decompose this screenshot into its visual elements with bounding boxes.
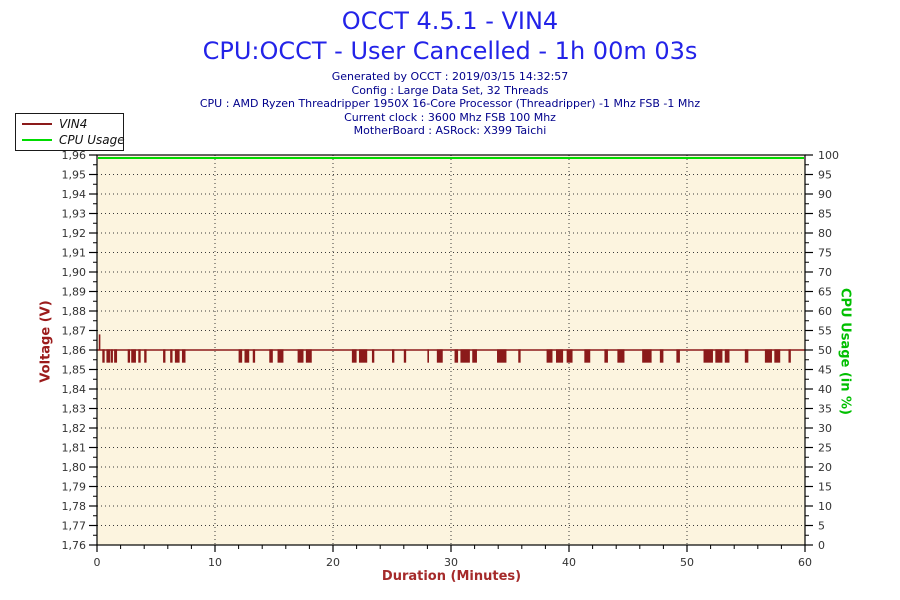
legend-item-cpu-usage: CPU Usage	[16, 132, 125, 147]
svg-text:1,81: 1,81	[62, 442, 87, 455]
svg-text:1,83: 1,83	[62, 403, 87, 416]
cpu-usage-line-swatch	[22, 138, 52, 141]
svg-text:50: 50	[818, 344, 832, 357]
svg-text:1,95: 1,95	[62, 169, 87, 182]
svg-text:1,89: 1,89	[62, 286, 87, 299]
svg-text:100: 100	[818, 149, 839, 162]
svg-text:1,78: 1,78	[62, 500, 87, 513]
svg-text:1,85: 1,85	[62, 364, 87, 377]
svg-text:1,80: 1,80	[62, 461, 87, 474]
vin4-line-swatch	[22, 123, 52, 126]
info-generated: Generated by OCCT : 2019/03/15 14:32:57	[331, 70, 569, 83]
legend-label-cpu-usage: CPU Usage	[59, 132, 125, 147]
chart-title: OCCT 4.5.1 - VIN4	[341, 7, 559, 35]
svg-text:60: 60	[798, 556, 812, 569]
svg-text:1,90: 1,90	[62, 266, 87, 279]
svg-text:90: 90	[818, 188, 832, 201]
info-config: Config : Large Data Set, 32 Threads	[351, 83, 549, 97]
svg-text:20: 20	[818, 461, 832, 474]
svg-text:1,91: 1,91	[62, 247, 87, 260]
svg-text:75: 75	[818, 247, 832, 260]
svg-text:70: 70	[818, 266, 832, 279]
legend-box: VIN4 CPU Usage	[15, 113, 125, 151]
svg-text:1,92: 1,92	[62, 227, 87, 240]
svg-text:1,84: 1,84	[62, 383, 87, 396]
svg-text:15: 15	[818, 481, 832, 494]
svg-text:10: 10	[208, 556, 222, 569]
svg-text:65: 65	[818, 286, 832, 299]
info-cpu: CPU : AMD Ryzen Threadripper 1950X 16-Co…	[199, 97, 701, 111]
svg-text:30: 30	[818, 422, 832, 435]
svg-text:1,82: 1,82	[62, 422, 87, 435]
svg-text:25: 25	[818, 442, 832, 455]
right-axis-title: CPU Usage (in %)	[837, 287, 853, 415]
svg-text:30: 30	[444, 556, 458, 569]
svg-text:55: 55	[818, 325, 832, 338]
svg-text:1,96: 1,96	[62, 149, 87, 162]
svg-text:1,94: 1,94	[62, 188, 87, 201]
svg-text:0: 0	[94, 556, 101, 569]
svg-text:95: 95	[818, 169, 832, 182]
svg-text:85: 85	[818, 208, 832, 221]
svg-text:1,79: 1,79	[62, 481, 87, 494]
x-axis-title: Duration (Minutes)	[381, 569, 522, 584]
svg-text:20: 20	[326, 556, 340, 569]
svg-text:45: 45	[818, 364, 832, 377]
info-motherboard: MotherBoard : ASRock: X399 Taichi	[353, 124, 547, 138]
svg-text:5: 5	[818, 520, 825, 533]
system-info-block: Generated by OCCT : 2019/03/15 14:32:57 …	[0, 70, 900, 138]
svg-text:0: 0	[818, 539, 825, 552]
left-axis-title: Voltage (V)	[38, 300, 54, 383]
svg-text:1,88: 1,88	[62, 305, 87, 318]
svg-text:40: 40	[818, 383, 832, 396]
svg-text:80: 80	[818, 227, 832, 240]
info-clock: Current clock : 3600 Mhz FSB 100 Mhz	[344, 110, 556, 124]
svg-text:1,86: 1,86	[62, 344, 87, 357]
legend-label-vin4: VIN4	[59, 117, 88, 132]
svg-text:1,93: 1,93	[62, 208, 87, 221]
svg-text:60: 60	[818, 305, 832, 318]
legend-item-vin4: VIN4	[16, 117, 123, 132]
svg-text:10: 10	[818, 500, 832, 513]
svg-text:35: 35	[818, 403, 832, 416]
svg-text:1,87: 1,87	[62, 325, 87, 338]
svg-text:1,76: 1,76	[62, 539, 87, 552]
chart-subtitle: CPU:OCCT - User Cancelled - 1h 00m 03s	[202, 37, 698, 65]
svg-text:1,77: 1,77	[62, 520, 87, 533]
svg-text:50: 50	[680, 556, 694, 569]
svg-text:40: 40	[562, 556, 576, 569]
